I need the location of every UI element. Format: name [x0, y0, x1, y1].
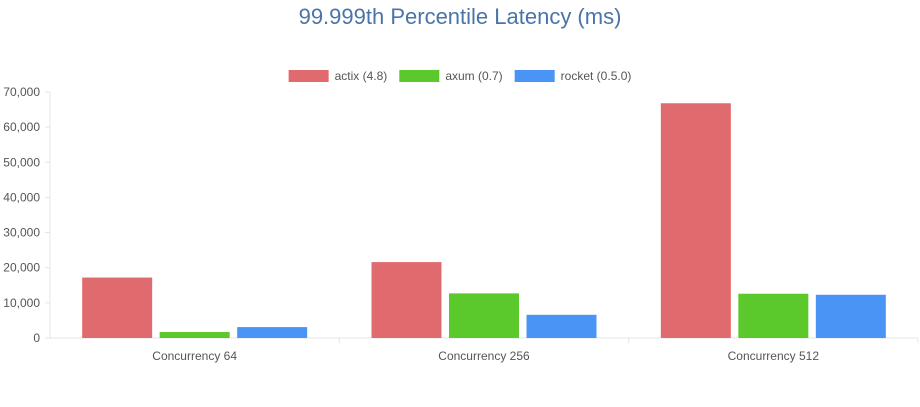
y-tick-label: 40,000	[3, 190, 40, 204]
legend-item-actix-4-8[interactable]: actix (4.8)	[288, 69, 388, 83]
bar-axum-0-7-concurrency-512[interactable]	[738, 293, 809, 338]
bar-rocket-0-5-0-concurrency-512[interactable]	[815, 294, 886, 338]
legend-swatch	[288, 70, 329, 82]
x-tick-label: Concurrency 512	[728, 349, 820, 363]
chart-title: 99.999th Percentile Latency (ms)	[299, 4, 622, 29]
legend-label: actix (4.8)	[335, 69, 388, 83]
bars-group	[82, 103, 886, 338]
bar-axum-0-7-concurrency-256[interactable]	[449, 293, 519, 338]
legend: actix (4.8) axum (0.7) rocket (0.5.0)	[288, 69, 632, 83]
y-tick-label: 0	[33, 331, 40, 345]
bar-actix-4-8-concurrency-512[interactable]	[660, 103, 731, 338]
y-tick-label: 20,000	[3, 261, 40, 275]
bar-rocket-0-5-0-concurrency-64[interactable]	[237, 327, 308, 338]
y-tick-label: 30,000	[3, 226, 40, 240]
bar-actix-4-8-concurrency-64[interactable]	[82, 277, 153, 338]
x-tick-label: Concurrency 64	[152, 349, 237, 363]
y-axis: 0 10,000 20,000 30,000 40,000 50,000 60,000 70,…	[3, 85, 51, 345]
x-tick-label: Concurrency 256	[438, 349, 530, 363]
legend-item-axum-0-7[interactable]: axum (0.7)	[399, 69, 503, 83]
y-tick-label: 70,000	[3, 85, 40, 99]
bar-rocket-0-5-0-concurrency-256[interactable]	[526, 314, 597, 338]
bar-axum-0-7-concurrency-64[interactable]	[159, 332, 230, 338]
x-axis: Concurrency 64 Concurrency 256 Concurrency…	[50, 337, 919, 363]
bar-actix-4-8-concurrency-256[interactable]	[371, 262, 442, 338]
y-tick-label: 10,000	[3, 296, 40, 310]
legend-item-rocket-0-5-0[interactable]: rocket (0.5.0)	[514, 69, 632, 83]
legend-label: axum (0.7)	[445, 69, 502, 83]
legend-swatch	[514, 70, 555, 82]
legend-label: rocket (0.5.0)	[561, 69, 632, 83]
y-tick-label: 50,000	[3, 155, 40, 169]
legend-swatch	[399, 70, 440, 82]
y-tick-label: 60,000	[3, 120, 40, 134]
